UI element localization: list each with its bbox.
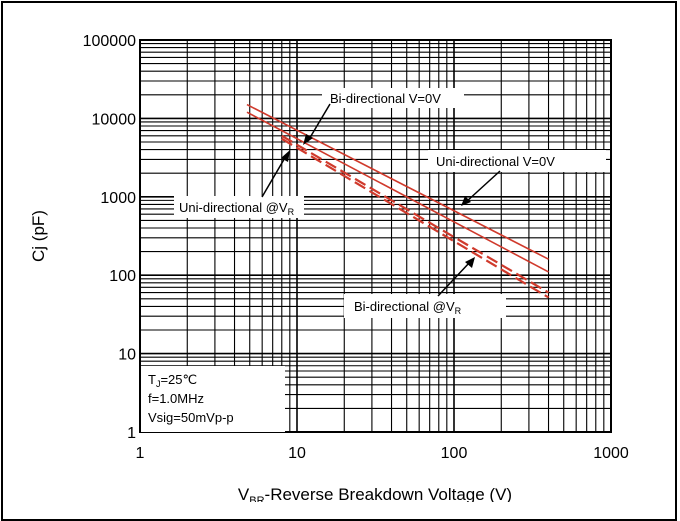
condition-vsig: Vsig=50mVp-p (148, 410, 234, 425)
x-axis-label-rest: -Reverse Breakdown Voltage (V) (265, 485, 513, 502)
annotation-uni0-label: Uni-directional V=0V (436, 154, 555, 169)
annotation-bivr-sub: R (455, 306, 462, 316)
annotation-uni0-box (428, 150, 606, 172)
y-tick-label: 1 (127, 425, 136, 442)
condition-tj-main: T (148, 372, 156, 387)
x-axis-label-main: V (238, 485, 250, 502)
series-line-2 (246, 111, 549, 273)
annotation-bivr-box (344, 294, 506, 318)
annotation-univr-box (174, 196, 304, 218)
annotation-uni0-arrowhead (461, 196, 471, 206)
condition-tj-sub: J (156, 379, 161, 389)
x-axis-label-sub: BR (249, 495, 264, 502)
series-line-1 (246, 103, 549, 260)
y-tick-label: 100 (109, 268, 136, 285)
annotation-bivr-arrowhead (465, 257, 475, 268)
annotation-bi0-arrowhead (303, 134, 313, 145)
x-tick-label: 10 (288, 445, 306, 462)
annotation-univr-arrow (261, 155, 287, 198)
annotation-uni0-arrow (465, 170, 501, 203)
series-line-3 (281, 134, 550, 294)
annotation-bi0-arrow (307, 103, 331, 142)
y-tick-label: 1000 (100, 190, 136, 207)
x-tick-label: 1000 (593, 445, 629, 462)
annotation-bivr-main: Bi-directional @V (354, 299, 455, 314)
annotation-bivr-label: Bi-directional @VR (354, 299, 462, 316)
condition-frequency: f=1.0MHz (148, 391, 204, 406)
plot-area (139, 39, 612, 433)
annotation-univr-sub: R (288, 207, 295, 217)
annotation-bi0-label: Bi-directional V=0V (330, 91, 441, 106)
x-tick-label: 100 (441, 445, 468, 462)
x-axis-label: VBR-Reverse Breakdown Voltage (V) (238, 485, 512, 502)
y-axis-label: Cj (pF) (29, 210, 48, 262)
series-group (246, 103, 550, 299)
annotation-univr-arrowhead (281, 150, 290, 162)
y-tick-label: 100000 (83, 33, 136, 50)
y-tick-label: 10000 (92, 111, 137, 128)
tick-labels: 1 10 100 1000 1 10 100 1000 10000 100000 (83, 33, 629, 462)
y-tick-label: 10 (118, 347, 136, 364)
annotation-bi0-box (322, 88, 464, 108)
condition-tj-rest: =25℃ (160, 372, 197, 387)
condition-tj: TJ=25℃ (148, 372, 197, 389)
annotation-univr-main: Uni-directional @V (179, 200, 288, 215)
conditions-box (141, 366, 285, 432)
annotation-univr-label: Uni-directional @VR (179, 200, 295, 217)
x-tick-label: 1 (136, 445, 145, 462)
series-line-4 (281, 137, 550, 299)
annotation-bivr-arrow (437, 261, 471, 297)
